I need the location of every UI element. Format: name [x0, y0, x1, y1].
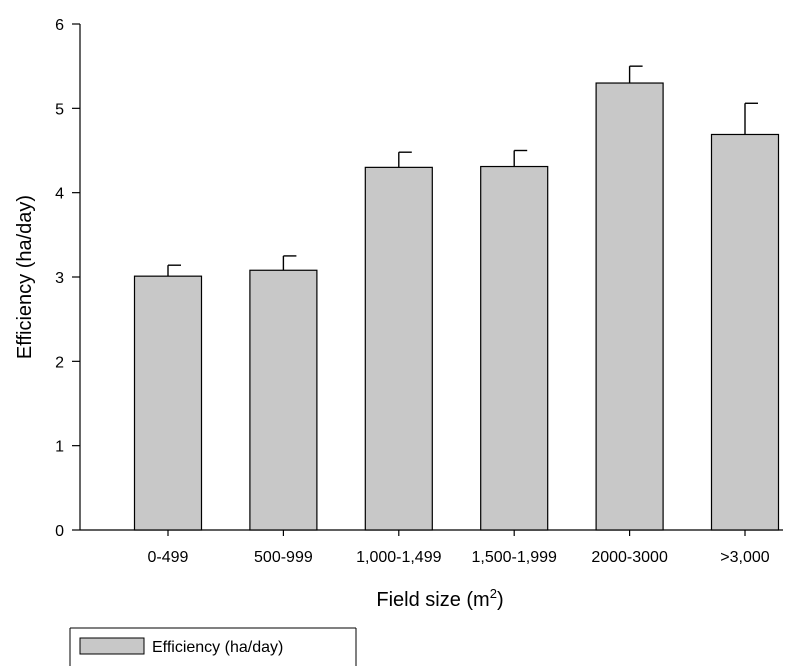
x-tick-label: 1,000-1,499 — [356, 549, 442, 566]
bar — [710, 133, 780, 531]
x-tick-label: 1,500-1,999 — [471, 549, 557, 566]
y-tick-label: 0 — [55, 523, 64, 540]
y-tick-label: 3 — [55, 270, 64, 287]
x-tick-label: 500-999 — [254, 549, 313, 566]
x-axis-tick-labels: 0-499 500-999 1,000-1,499 1,500-1,999 2000-3… — [148, 530, 770, 566]
x-tick-label: 2000-3000 — [591, 549, 668, 566]
bar — [480, 165, 549, 531]
legend-swatch — [79, 637, 145, 655]
bar — [364, 166, 433, 531]
legend-label: Efficiency (ha/day) — [152, 639, 283, 656]
bar — [249, 269, 318, 531]
bar — [595, 82, 664, 531]
y-tick-label: 4 — [55, 186, 64, 203]
bar — [133, 275, 203, 531]
y-tick-label: 6 — [55, 17, 64, 34]
bars — [133, 65, 780, 531]
y-tick-label: 2 — [55, 354, 64, 371]
legend: Efficiency (ha/day) — [69, 627, 357, 666]
y-tick-label: 1 — [55, 439, 64, 456]
x-tick-label: 0-499 — [148, 549, 189, 566]
y-axis-title: Efficiency (ha/day) — [14, 195, 36, 359]
y-axis-ticks: 0 1 2 3 4 5 6 — [55, 17, 80, 540]
y-tick-label: 5 — [55, 101, 64, 118]
x-axis-title: Field size (m2) — [376, 586, 503, 611]
x-tick-label: >3,000 — [720, 549, 769, 566]
